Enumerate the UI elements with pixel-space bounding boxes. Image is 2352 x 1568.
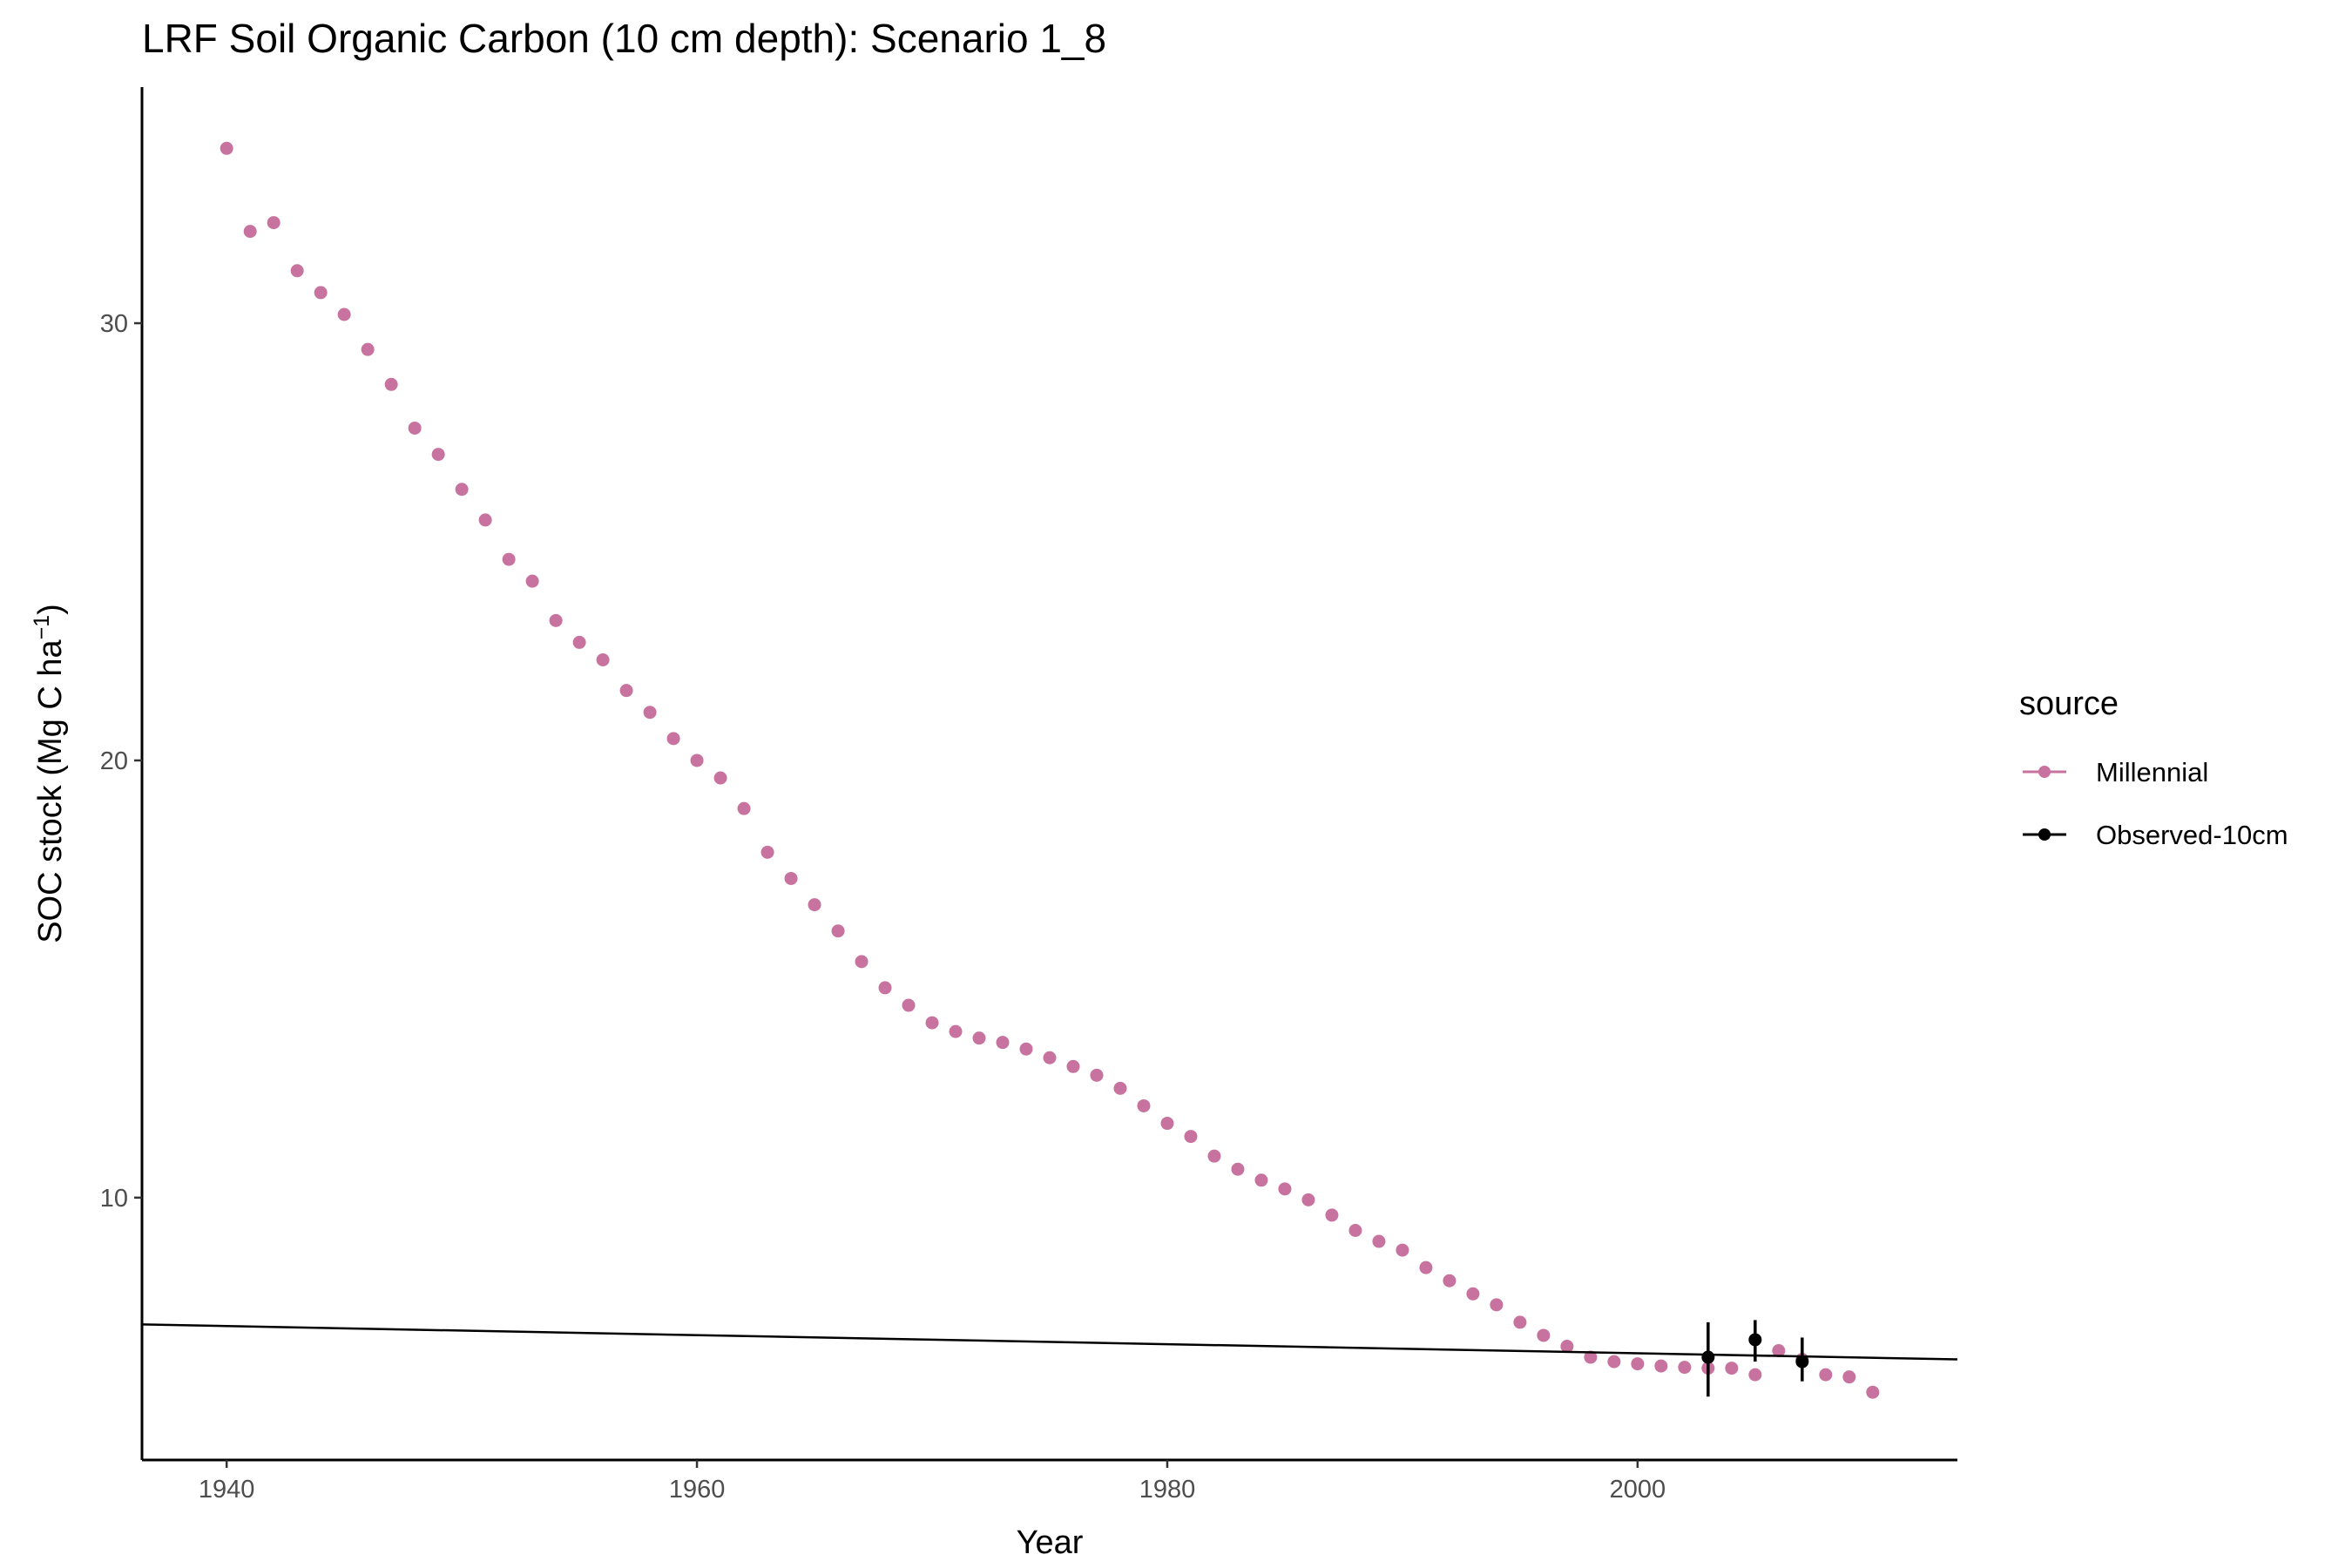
chart-title: LRF Soil Organic Carbon (10 cm depth): S…	[142, 16, 1106, 61]
legend-title: source	[2019, 686, 2119, 722]
millennial-point-2004	[1725, 1362, 1739, 1375]
millennial-point-1986	[1301, 1193, 1315, 1206]
legend-item-millennial: Millennial	[2023, 757, 2208, 787]
millennial-point-1944	[314, 286, 328, 300]
millennial-point-1989	[1372, 1234, 1386, 1248]
millennial-point-1942	[267, 216, 280, 230]
millennial-point-1981	[1184, 1130, 1198, 1144]
millennial-point-2008	[1819, 1368, 1833, 1382]
millennial-point-1971	[949, 1024, 963, 1038]
legend-label-observed: Observed-10cm	[2096, 820, 2288, 850]
millennial-point-1953	[525, 574, 539, 588]
millennial-point-1991	[1419, 1260, 1433, 1274]
millennial-point-1943	[290, 264, 304, 278]
millennial-point-1997	[1560, 1340, 1574, 1354]
legend-key-millennial-point	[2038, 766, 2051, 778]
millennial-point-1993	[1466, 1287, 1480, 1301]
millennial-point-1947	[384, 377, 398, 391]
millennial-point-1948	[408, 421, 422, 435]
millennial-point-1969	[902, 998, 916, 1012]
millennial-point-1974	[1019, 1042, 1033, 1056]
millennial-point-1961	[713, 771, 727, 785]
millennial-point-1992	[1443, 1274, 1456, 1288]
millennial-point-1979	[1137, 1098, 1151, 1112]
millennial-point-1959	[666, 732, 680, 746]
legend: source Millennial Observed-10cm	[2019, 686, 2288, 850]
millennial-point-1980	[1160, 1117, 1174, 1131]
millennial-point-2001	[1654, 1359, 1668, 1373]
millennial-point-1994	[1490, 1298, 1504, 1312]
millennial-point-1999	[1607, 1355, 1621, 1369]
x-tick-label-1960: 1960	[669, 1476, 726, 1504]
millennial-point-1952	[502, 552, 516, 566]
x-tick-label-1980: 1980	[1139, 1476, 1196, 1504]
y-axis-title: SOC stock (Mg C ha−1)	[30, 604, 69, 943]
millennial-point-1941	[243, 225, 257, 239]
millennial-point-2005	[1748, 1368, 1762, 1382]
millennial-point-1955	[572, 635, 586, 649]
millennial-point-1963	[760, 845, 774, 859]
millennial-point-1957	[619, 684, 633, 698]
millennial-point-1946	[361, 342, 375, 356]
millennial-point-1949	[431, 448, 445, 462]
millennial-point-1950	[455, 483, 469, 497]
millennial-point-1998	[1584, 1350, 1598, 1364]
millennial-point-1975	[1043, 1051, 1057, 1064]
observed-point-2003	[1701, 1350, 1715, 1364]
observed-point-2007	[1795, 1355, 1809, 1369]
y-axis-ticks: 10 20 30	[100, 310, 142, 1213]
millennial-point-1977	[1090, 1068, 1104, 1082]
millennial-point-1964	[784, 871, 798, 885]
millennial-point-1978	[1113, 1081, 1127, 1095]
millennial-point-1987	[1325, 1208, 1339, 1222]
millennial-point-2006	[1772, 1344, 1786, 1358]
millennial-point-1990	[1396, 1243, 1409, 1257]
millennial-point-2002	[1678, 1361, 1692, 1375]
millennial-point-1982	[1207, 1149, 1221, 1163]
millennial-point-1988	[1348, 1223, 1362, 1237]
x-tick-label-2000: 2000	[1610, 1476, 1666, 1504]
millennial-point-2000	[1631, 1357, 1645, 1371]
plot-marks	[141, 141, 1958, 1399]
millennial-point-1970	[925, 1016, 939, 1030]
millennial-point-1966	[831, 924, 845, 938]
millennial-point-1956	[596, 653, 610, 667]
millennial-point-1960	[690, 754, 704, 767]
legend-label-millennial: Millennial	[2096, 757, 2208, 787]
millennial-point-1962	[737, 801, 751, 815]
millennial-point-1972	[972, 1031, 986, 1045]
x-tick-label-1940: 1940	[199, 1476, 255, 1504]
millennial-point-2009	[1842, 1370, 1856, 1384]
millennial-point-1996	[1537, 1328, 1551, 1342]
millennial-point-1958	[643, 706, 657, 720]
legend-item-observed: Observed-10cm	[2023, 820, 2288, 850]
millennial-point-1954	[549, 613, 563, 627]
y-tick-label-10: 10	[100, 1185, 128, 1213]
observed-trend-line	[141, 1323, 1958, 1361]
millennial-point-1976	[1066, 1059, 1080, 1073]
millennial-point-2010	[1866, 1385, 1880, 1399]
millennial-point-1940	[220, 141, 233, 155]
millennial-point-1965	[808, 898, 821, 912]
y-tick-label-20: 20	[100, 747, 128, 775]
millennial-point-1945	[337, 308, 351, 321]
millennial-point-1984	[1254, 1173, 1268, 1187]
y-tick-label-30: 30	[100, 310, 128, 338]
y-axis-title-close: )	[32, 604, 69, 615]
x-axis-ticks: 1940 1960 1980 2000	[199, 1460, 1666, 1504]
y-axis-title-main: SOC stock (Mg C ha	[32, 639, 69, 943]
observed-point-2005	[1748, 1333, 1762, 1347]
millennial-point-1951	[478, 513, 492, 527]
millennial-point-1968	[878, 981, 892, 995]
y-axis-title-superscript: −1	[30, 615, 54, 640]
millennial-point-1983	[1231, 1162, 1245, 1176]
legend-key-observed-point	[2038, 828, 2051, 841]
x-axis-title: Year	[1017, 1524, 1084, 1561]
millennial-point-1967	[855, 955, 868, 969]
millennial-point-1995	[1513, 1315, 1527, 1329]
millennial-point-1973	[996, 1036, 1010, 1050]
millennial-point-1985	[1278, 1182, 1292, 1196]
